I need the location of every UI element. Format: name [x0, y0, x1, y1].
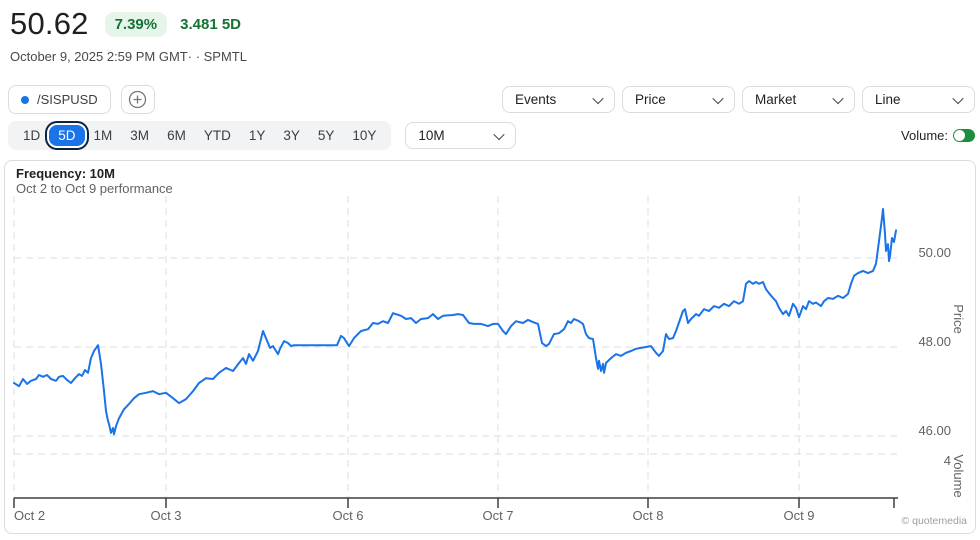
dropdown-price[interactable]: Price	[622, 86, 735, 113]
change-percent-badge: 7.39%	[104, 11, 168, 37]
dropdown-events-label: Events	[515, 92, 557, 107]
dropdown-chart-type-label: Line	[875, 92, 901, 107]
price-line-chart[interactable]	[5, 161, 977, 535]
chart-card: Frequency: 10M Oct 2 to Oct 9 performanc…	[4, 160, 976, 534]
change-absolute: 3.481 5D	[180, 15, 242, 33]
x-tick-label: Oct 8	[632, 508, 664, 523]
x-tick-label: Oct 2	[14, 508, 46, 523]
quote-timestamp: October 9, 2025 2:59 PM GMT· · SPMTL	[10, 49, 247, 64]
y-tick-label: 46.00	[918, 423, 951, 438]
range-toolbar: 1D 5D 1M 3M 6M YTD 1Y 3Y 5Y 10Y 10M Volume:	[8, 121, 975, 150]
range-tab-ytd[interactable]: YTD	[203, 128, 231, 143]
chevron-down-icon	[712, 92, 724, 104]
plus-circle-icon	[129, 90, 147, 109]
frequency-dropdown[interactable]: 10M	[405, 122, 517, 149]
range-tab-6m[interactable]: 6M	[167, 128, 186, 143]
range-tab-1y[interactable]: 1Y	[248, 128, 266, 143]
frequency-dropdown-label: 10M	[418, 128, 445, 143]
range-tab-3y[interactable]: 3Y	[283, 128, 300, 143]
add-comparison-button[interactable]	[120, 85, 155, 114]
price-axis-title: Price	[951, 304, 966, 334]
dropdown-chart-type[interactable]: Line	[862, 86, 975, 113]
x-tick-label: Oct 9	[783, 508, 815, 523]
quotemedia-credit: © quotemedia	[901, 515, 967, 527]
x-tick-label: Oct 6	[332, 508, 364, 523]
dropdown-market-label: Market	[755, 92, 797, 107]
chart-frequency-title: Frequency: 10M	[16, 166, 115, 181]
series-color-dot-icon	[21, 95, 29, 104]
range-tab-10y[interactable]: 10Y	[352, 128, 377, 143]
chevron-down-icon	[952, 92, 964, 104]
quote-header: 50.62 7.39% 3.481 5D October 9, 2025 2:5…	[10, 6, 247, 64]
series-toolbar: /SISPUSD Events Price Market Line	[8, 85, 975, 114]
chevron-down-icon	[592, 92, 604, 104]
dropdown-market[interactable]: Market	[742, 86, 855, 113]
ticker-label: /SISPUSD	[37, 92, 98, 107]
range-tab-5d[interactable]: 5D	[49, 125, 85, 146]
chevron-down-icon	[493, 128, 506, 140]
current-price: 50.62	[10, 6, 89, 41]
volume-toggle[interactable]	[953, 129, 975, 142]
y-tick-label: 50.00	[918, 245, 951, 260]
chart-range-subtitle: Oct 2 to Oct 9 performance	[16, 181, 173, 196]
volume-toggle-label: Volume:	[901, 128, 948, 143]
x-tick-label: Oct 3	[150, 508, 182, 523]
y-tick-label: 4	[943, 453, 951, 468]
toggle-knob	[954, 130, 965, 141]
x-tick-label: Oct 7	[482, 508, 514, 523]
dropdown-events[interactable]: Events	[502, 86, 615, 113]
range-tab-3m[interactable]: 3M	[130, 128, 150, 143]
ticker-chip[interactable]: /SISPUSD	[8, 85, 111, 114]
range-tab-group: 1D 5D 1M 3M 6M YTD 1Y 3Y 5Y 10Y	[8, 121, 392, 150]
range-tab-5y[interactable]: 5Y	[317, 128, 335, 143]
range-tab-1d[interactable]: 1D	[23, 128, 41, 143]
chevron-down-icon	[832, 92, 844, 104]
volume-axis-title: Volume	[951, 454, 966, 498]
range-tab-1m[interactable]: 1M	[93, 128, 113, 143]
y-tick-label: 48.00	[918, 334, 951, 349]
dropdown-price-label: Price	[635, 92, 666, 107]
